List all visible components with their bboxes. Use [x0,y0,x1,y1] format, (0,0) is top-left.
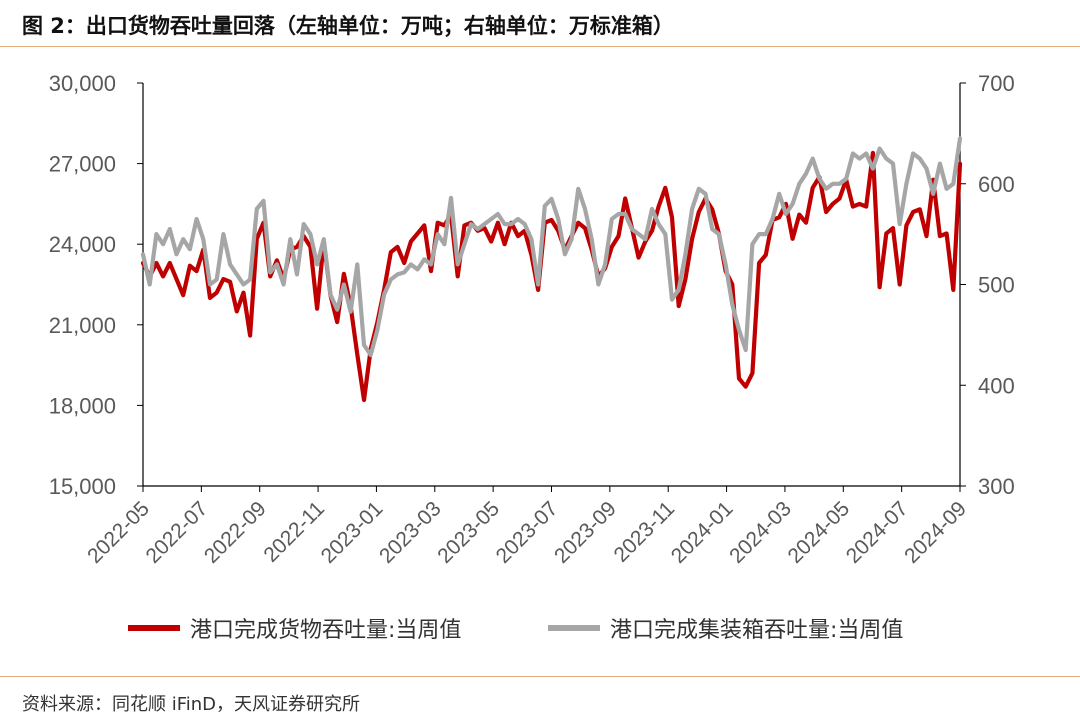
title-divider [0,46,1080,47]
legend-swatch-series2 [548,625,600,631]
x-tick-label: 2022-07 [142,497,213,568]
right-tick-label: 400 [978,373,1015,398]
left-tick-label: 24,000 [49,232,116,257]
x-tick-label: 2023-01 [317,497,388,568]
x-tick-label: 2022-11 [259,497,329,567]
series-lines-group [140,136,963,403]
source-note: 资料来源：同花顺 iFinD，天风证券研究所 [22,694,361,715]
chart-title: 图 2：出口货物吞吐量回落（左轴单位：万吨；右轴单位：万标准箱） [22,14,674,38]
x-tick-label: 2024-03 [725,497,796,568]
x-tick-label: 2023-11 [610,497,680,567]
x-tick-label: 2023-05 [433,497,504,568]
left-tick-label: 18,000 [49,393,116,418]
legend-swatch-series1 [128,625,180,631]
legend: 港口完成货物吞吐量:当周值 港口完成集装箱吞吐量:当周值 [0,612,1080,646]
x-tick-label: 2024-01 [667,497,738,568]
line-chart: 15,000 18,000 21,000 24,000 27,000 30,000 300 4… [49,71,1015,568]
x-tick-label: 2024-05 [783,497,854,568]
x-tick-label: 2022-05 [83,497,154,568]
x-tick-label: 2023-03 [375,497,446,568]
legend-label-series1: 港口完成货物吞吐量:当周值 [190,618,462,643]
right-tick-label: 600 [978,172,1015,197]
x-tick-label: 2024-07 [842,497,913,568]
footer-divider [0,676,1080,677]
x-tick-label: 2023-09 [550,497,621,568]
x-tick-label: 2022-09 [200,497,271,568]
legend-item-series2: 港口完成集装箱吞吐量:当周值 [548,612,903,644]
left-tick-label: 30,000 [49,71,116,96]
left-tick-label: 21,000 [49,313,116,338]
legend-label-series2: 港口完成集装箱吞吐量:当周值 [610,618,904,643]
left-tick-label: 27,000 [49,152,116,177]
tick-labels-group: 15,000 18,000 21,000 24,000 27,000 30,000 300 4… [49,71,1015,568]
x-tick-label: 2024-09 [900,497,971,568]
right-tick-label: 700 [978,71,1015,96]
right-tick-label: 300 [978,474,1015,499]
axes-group [137,82,966,492]
legend-item-series1: 港口完成货物吞吐量:当周值 [128,612,461,644]
right-tick-label: 500 [978,273,1015,298]
series-line-1 [140,150,963,403]
series-line-2 [140,136,963,358]
x-tick-label: 2023-07 [492,497,563,568]
left-tick-label: 15,000 [49,474,116,499]
